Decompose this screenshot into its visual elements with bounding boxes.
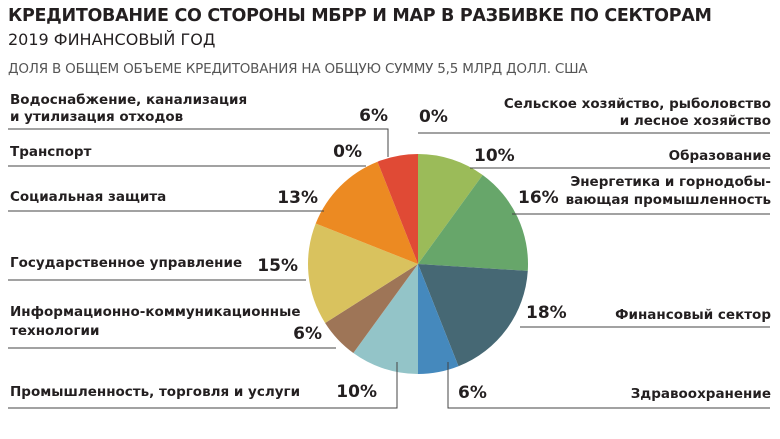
leader-line-10	[8, 128, 389, 157]
percent-label-7: 15%	[257, 256, 298, 276]
percent-label-4: 6%	[458, 383, 487, 403]
percent-label-6: 6%	[293, 324, 322, 344]
pie-slice-10	[377, 154, 418, 264]
percent-label-5: 10%	[336, 382, 377, 402]
sector-label-7: Государственное управление	[10, 255, 242, 271]
percent-label-8: 13%	[277, 188, 318, 208]
chart-title: КРЕДИТОВАНИЕ СО СТОРОНЫ МБРР И МАР В РАЗ…	[8, 6, 712, 26]
sector-label-10: Водоснабжение, канализация	[10, 92, 247, 108]
percent-label-0: 0%	[419, 107, 448, 127]
percent-label-1: 10%	[474, 146, 515, 166]
chart-note: ДОЛЯ В ОБЩЕМ ОБЪЕМЕ КРЕДИТОВАНИЯ НА ОБЩУ…	[8, 61, 588, 77]
sector-label-1: Образование	[669, 148, 771, 164]
sector-label-9: Транспорт	[10, 144, 92, 160]
pie-slice-5	[353, 264, 418, 374]
chart-subtitle: 2019 ФИНАНСОВЫЙ ГОД	[8, 30, 216, 49]
sector-label-2: Энергетика и горнодобы-	[570, 174, 771, 190]
pie-slice-4	[418, 264, 459, 374]
sector-label-6: технологии	[10, 323, 99, 339]
sector-label-3: Финансовый сектор	[615, 307, 771, 323]
sector-label-0: и лесное хозяйство	[620, 113, 771, 129]
sector-label-8: Социальная защита	[10, 189, 166, 205]
pie-slice-3	[418, 264, 528, 367]
pie-slice-7	[307, 223, 418, 323]
sector-label-5: Промышленность, торговля и услуги	[10, 384, 300, 400]
percent-label-2: 16%	[518, 188, 559, 208]
sector-label-10: и утилизация отходов	[10, 109, 183, 125]
percent-label-3: 18%	[526, 303, 567, 323]
leader-line-5	[8, 362, 398, 409]
pie-slice-8	[315, 161, 418, 264]
percent-label-9: 0%	[333, 142, 362, 162]
sector-label-0: Сельское хозяйство, рыболовство	[504, 96, 771, 112]
sector-label-6: Информационно-коммуникационные	[10, 304, 301, 320]
pie-slice-6	[325, 264, 418, 353]
percent-label-10: 6%	[359, 106, 388, 126]
leader-line-4	[447, 362, 770, 409]
sector-label-4: Здравоохранение	[631, 386, 771, 402]
pie-slice-2	[418, 175, 528, 271]
pie-slice-1	[418, 154, 483, 264]
sector-label-2: вающая промышленность	[566, 192, 771, 208]
